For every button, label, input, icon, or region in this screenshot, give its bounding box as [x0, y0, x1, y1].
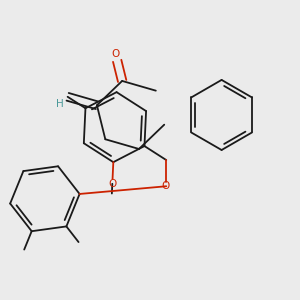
Text: O: O — [111, 49, 120, 59]
Text: H: H — [56, 99, 64, 110]
Text: O: O — [162, 181, 170, 191]
Text: O: O — [108, 179, 116, 189]
